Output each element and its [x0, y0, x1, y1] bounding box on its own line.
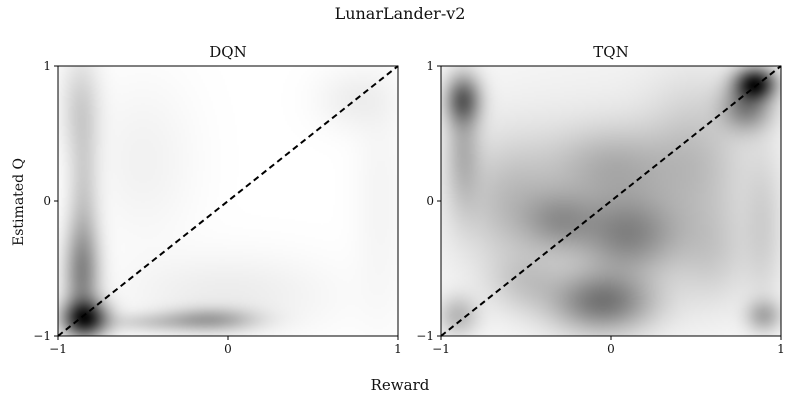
y-tick-label: 1 [43, 59, 51, 73]
subplot-title-tqn: TQN [593, 43, 628, 61]
y-tick-label: 1 [426, 59, 434, 73]
y-tick-label: 0 [43, 194, 51, 208]
x-tick-label: 0 [224, 342, 232, 356]
subplot-title-dqn: DQN [209, 43, 246, 61]
subplot-tqn: TQN −1 0 1 −1 0 1 [416, 43, 785, 356]
subplot-dqn: DQN −1 0 1 −1 0 1 [33, 43, 402, 356]
figure-title: LunarLander-v2 [334, 4, 466, 23]
y-tick-label: 0 [426, 194, 434, 208]
x-tick-label: −1 [432, 342, 450, 356]
x-tick-label: 1 [394, 342, 402, 356]
identity-line-tqn [440, 65, 782, 337]
x-axis-label: Reward [370, 376, 430, 394]
x-tick-label: 1 [777, 342, 785, 356]
identity-line-dqn [57, 65, 399, 337]
x-tick-label: −1 [49, 342, 67, 356]
y-tick-label: −1 [416, 329, 434, 343]
x-tick-label: 0 [607, 342, 615, 356]
y-tick-label: −1 [33, 329, 51, 343]
